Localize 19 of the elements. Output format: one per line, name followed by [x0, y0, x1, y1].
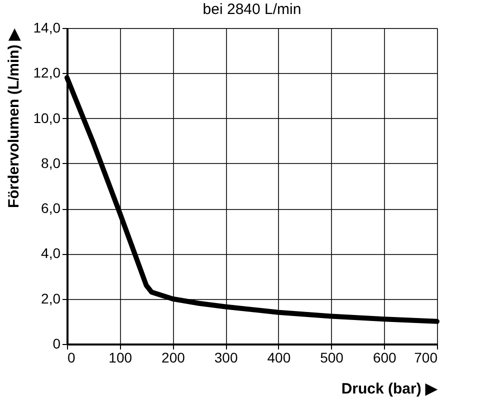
y-tick-label: 8,0 [41, 154, 61, 171]
x-tick-label: 0 [68, 350, 76, 366]
chart-title: bei 2840 L/min [202, 1, 302, 18]
y-tick-label: 0 [52, 336, 61, 352]
x-tick-label: 400 [267, 350, 291, 366]
x-tick-label: 500 [320, 350, 344, 366]
x-tick-label: 200 [162, 350, 186, 366]
y-tick-label: 12,0 [33, 64, 61, 81]
y-tick-label: 2,0 [41, 290, 61, 306]
x-tick-label: 300 [214, 350, 238, 366]
x-tick-label: 100 [108, 350, 132, 366]
y-axis-title: Fördervolumen (L/min) ▶ [5, 28, 22, 208]
y-tick-label: 4,0 [41, 245, 61, 262]
x-tick-label: 700 [414, 350, 438, 366]
x-axis-title: Druck (bar) ▶ [341, 380, 438, 398]
y-tick-label: 14,0 [33, 20, 61, 36]
y-tick-label: 6,0 [41, 200, 61, 216]
y-tick-label: 10,0 [33, 110, 61, 126]
x-tick-label: 600 [372, 350, 397, 366]
